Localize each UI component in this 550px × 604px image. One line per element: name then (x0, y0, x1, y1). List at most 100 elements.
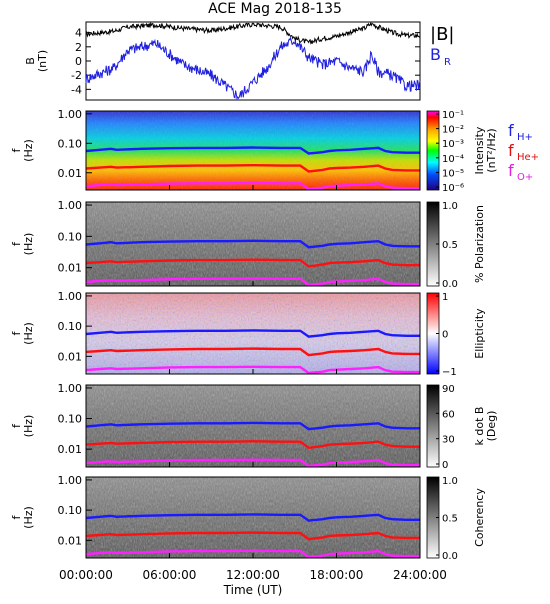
b-yunit: (nT) (36, 50, 49, 72)
b-ytick-label: 0 (75, 55, 82, 68)
colorbar-label-polarization: % Polarization (473, 205, 486, 283)
ylabel-intensity: f (10, 147, 23, 152)
colorbar-tick-label-intensity: 10⁻⁵ (442, 168, 464, 179)
ylabel-polarization: f (10, 241, 23, 246)
ylabel-ellipticity: f (10, 330, 23, 335)
b-ytick-label: 2 (75, 41, 82, 54)
f-h-plus-line (85, 239, 420, 249)
colorbar-tick-label-coherency: 0.5 (442, 514, 458, 525)
colorbar-tick-label-ellipticity: −1 (442, 367, 457, 378)
colorbar-tick-label-ellipticity: 0 (442, 330, 448, 341)
colorbar-tick-label-polarization: 0.0 (442, 279, 458, 290)
colorbar-tick-label-kdotb: 0 (442, 460, 448, 471)
colorbar-tick-label-intensity: 10⁻² (442, 125, 464, 136)
legend-f-h-plus-sub: H+ (517, 132, 533, 143)
ytick-label-kdotb: 0.10 (58, 413, 83, 426)
ytick-label-coherency: 1.00 (58, 474, 83, 487)
ytick-label-coherency: 0.10 (58, 504, 83, 517)
b-ylabel: B (24, 57, 37, 65)
series-b-magnitude-line (85, 21, 421, 45)
f-h-plus-line (85, 329, 420, 338)
f-o-plus-line (85, 181, 420, 191)
yunit-kdotb: (Hz) (22, 415, 35, 438)
colorbar-tick-label-coherency: 1.0 (442, 476, 458, 487)
f-h-plus-line (85, 421, 420, 431)
ytick-label-ellipticity: 1.00 (58, 290, 83, 303)
f-o-plus-line (85, 549, 420, 559)
yunit-intensity: (Hz) (22, 139, 35, 162)
colorbar-kdotb (426, 384, 440, 468)
colorbar-tick-label-kdotb: 30 (442, 435, 455, 446)
yunit-coherency: (Hz) (22, 506, 35, 529)
colorbar-tick-label-intensity: 10⁻¹ (442, 110, 464, 121)
f-o-plus-line (85, 277, 420, 287)
colorbar-label-kdotb: k dot B (473, 407, 486, 446)
colorbar-tick-label-intensity: 10⁻⁴ (442, 154, 464, 165)
ytick-label-kdotb: 1.00 (58, 382, 83, 395)
legend-f-h-plus: f (508, 121, 514, 140)
xtick-label: 00:00:00 (59, 568, 113, 582)
x-axis-label: Time (UT) (223, 583, 283, 597)
spectrogram-texture-coherency (86, 477, 420, 558)
yunit-ellipticity: (Hz) (22, 322, 35, 345)
ytick-label-polarization: 1.00 (58, 199, 83, 212)
b-ytick-label: -4 (71, 83, 82, 96)
xtick-label: 06:00:00 (143, 568, 197, 582)
colorbar-tick-label-ellipticity: 1 (442, 292, 448, 303)
series-br-line (85, 35, 421, 101)
f-o-plus-line (85, 458, 420, 468)
colorbar-tick-label-polarization: 0.5 (442, 240, 458, 251)
ylabel-coherency: f (10, 514, 23, 519)
colorbar-tick-label-coherency: 0.0 (442, 551, 458, 562)
colorbar-label-intensity: Intensity (473, 126, 486, 174)
ytick-label-intensity: 1.00 (58, 108, 83, 121)
f-o-plus-line (85, 365, 420, 375)
colorbar-unit-intensity: (nT²/Hz) (485, 128, 498, 172)
f-h-plus-line (85, 146, 420, 155)
colorbar-unit-kdotb: (Deg) (485, 411, 498, 442)
colorbar-tick-label-polarization: 1.0 (442, 201, 458, 212)
b-ytick-label: 4 (75, 27, 82, 40)
colorbar-tick-label-intensity: 10⁻⁶ (442, 183, 464, 194)
colorbar-tick-label-kdotb: 60 (442, 409, 455, 420)
spectrogram-texture-intensity (86, 111, 420, 190)
colorbar-tick-label-intensity: 10⁻³ (442, 139, 464, 150)
xtick-label: 12:00:00 (226, 568, 280, 582)
xtick-label: 24:00:00 (393, 568, 447, 582)
legend-br-sub: R (444, 57, 451, 68)
legend-f-o-plus: f (508, 161, 514, 180)
ylabel-kdotb: f (10, 423, 23, 428)
ytick-label-ellipticity: 0.01 (58, 350, 83, 363)
ytick-label-coherency: 0.01 (58, 534, 83, 547)
legend-br: B (430, 45, 441, 64)
legend-f-o-plus-sub: O+ (517, 172, 533, 183)
b-ytick-label: -2 (71, 69, 82, 82)
b-panel-frame (85, 21, 421, 101)
f-h-plus-line (85, 513, 420, 522)
f-he-plus-line (85, 163, 420, 173)
legend-b-magnitude: |B| (430, 24, 454, 45)
spectrogram-texture-polarization (86, 202, 420, 286)
ytick-label-polarization: 0.01 (58, 262, 83, 275)
ytick-label-polarization: 0.10 (58, 230, 83, 243)
f-he-plus-line (85, 258, 420, 268)
xtick-label: 18:00:00 (310, 568, 364, 582)
yunit-polarization: (Hz) (22, 233, 35, 256)
f-he-plus-line (85, 531, 420, 541)
ytick-label-kdotb: 0.01 (58, 443, 83, 456)
colorbar-label-ellipticity: Ellipticity (473, 308, 486, 359)
legend-f-he-plus: f (508, 141, 514, 160)
spectrogram-texture-ellipticity (86, 293, 420, 374)
f-he-plus-line (85, 347, 420, 357)
colorbar-tick-label-kdotb: 90 (442, 384, 455, 395)
colorbar-intensity (426, 110, 440, 191)
chart-title: ACE Mag 2018-135 (208, 1, 342, 17)
spectrogram-texture-kdotb (86, 385, 420, 467)
colorbar-label-coherency: Coherency (473, 488, 486, 547)
legend-f-he-plus-sub: He+ (517, 152, 539, 163)
ytick-label-intensity: 0.10 (58, 137, 83, 150)
ytick-label-ellipticity: 0.10 (58, 320, 83, 333)
f-he-plus-line (85, 440, 420, 450)
ytick-label-intensity: 0.01 (58, 167, 83, 180)
